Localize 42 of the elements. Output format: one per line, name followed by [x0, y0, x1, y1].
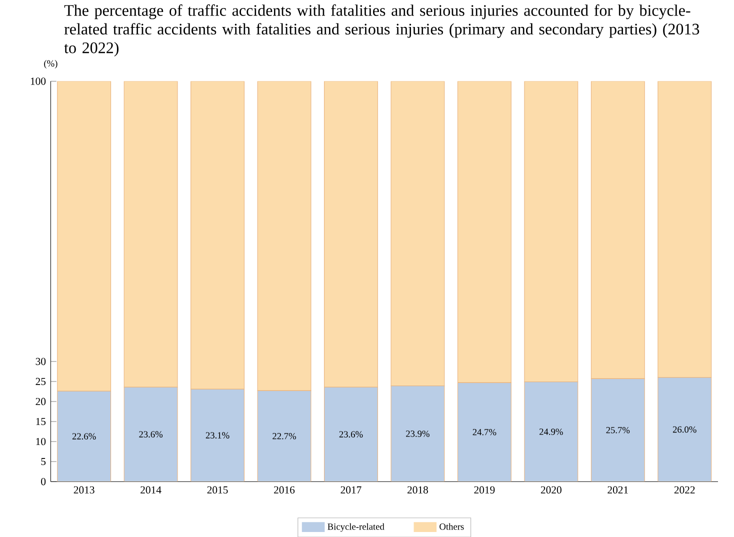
- x-tick-label: 2019: [474, 486, 495, 494]
- y-tick-label: 0: [41, 478, 46, 486]
- bar: [324, 81, 378, 388]
- x-tick-label: 2020: [540, 486, 562, 494]
- data-label: 25.7%: [606, 426, 630, 434]
- data-label: 22.7%: [272, 432, 296, 440]
- bar: [658, 81, 712, 378]
- y-tick-label: 5: [41, 458, 46, 465]
- bar: [124, 81, 178, 388]
- data-label: 24.7%: [472, 428, 496, 436]
- bar: [57, 81, 112, 392]
- data-label: 23.6%: [339, 431, 363, 438]
- bar: [390, 81, 445, 386]
- x-tick-label: 2015: [207, 486, 228, 494]
- y-tick-label: 30: [36, 358, 46, 365]
- x-tick-label: 2021: [608, 486, 628, 494]
- bar: [590, 81, 645, 379]
- y-tick-label: 20: [36, 398, 46, 405]
- y-tick-label: 10: [36, 438, 46, 445]
- bar: [257, 81, 312, 391]
- bar: [457, 81, 512, 383]
- data-label: 23.9%: [406, 430, 430, 437]
- bar: [190, 81, 244, 390]
- data-label: 22.6%: [72, 433, 96, 440]
- x-tick-label: 2014: [140, 486, 162, 494]
- x-tick-label: 2018: [408, 486, 428, 494]
- y-tick-label: 15: [36, 418, 46, 425]
- data-label: 23.1%: [206, 432, 230, 438]
- x-tick-label: 2013: [74, 486, 94, 494]
- y-tick-label: 100: [30, 77, 46, 85]
- legend-label: Others: [440, 523, 464, 530]
- chart-title: The percentage of traffic accidents with fatalities and serious injuries accounted for by bicycle-related traffic accidents with fatalities and serious injuries (primary and secondary parties) (2013 to 2022): [64, 4, 700, 56]
- x-tick-label: 2017: [340, 486, 362, 494]
- y-tick-label: 25: [36, 378, 46, 385]
- x-tick-label: 2022: [674, 486, 695, 494]
- x-tick-label: 2016: [274, 486, 295, 494]
- legend-label: Bicycle-related: [328, 523, 384, 532]
- data-label: 24.9%: [540, 428, 563, 435]
- bar: [524, 81, 578, 382]
- data-label: 26.0%: [672, 426, 696, 433]
- data-label: 23.6%: [139, 431, 163, 438]
- y-axis-title: (%): [44, 60, 58, 68]
